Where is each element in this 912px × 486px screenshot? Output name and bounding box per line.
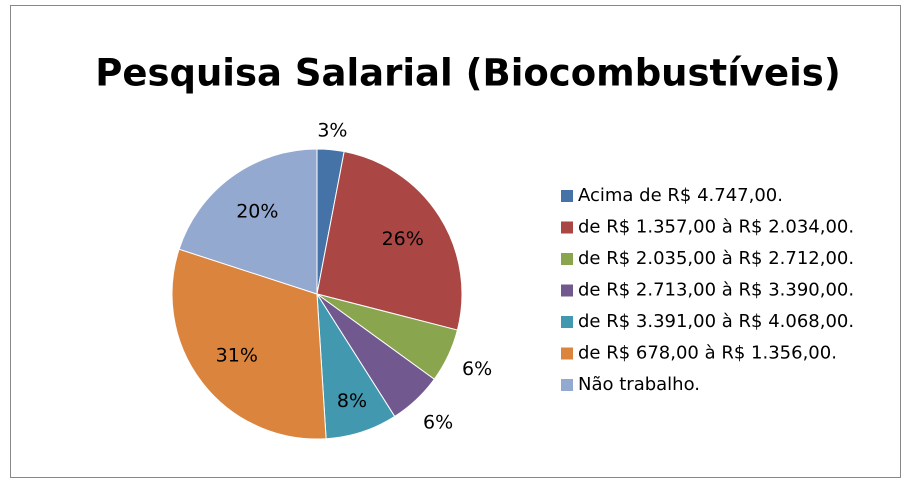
legend-swatch	[561, 347, 573, 360]
legend-label: de R$ 2.713,00 à R$ 3.390,00.	[578, 280, 854, 301]
legend-label: de R$ 1.357,00 à R$ 2.034,00.	[578, 217, 854, 238]
legend-label: de R$ 3.391,00 à R$ 4.068,00.	[578, 311, 854, 332]
legend-label: de R$ 2.035,00 à R$ 2.712,00.	[578, 248, 854, 269]
data-label: 31%	[216, 345, 258, 367]
legend-label: Acima de R$ 4.747,00.	[578, 185, 783, 206]
legend-label: de R$ 678,00 à R$ 1.356,00.	[578, 343, 837, 364]
pie-slice	[316, 150, 463, 331]
legend-swatch	[561, 379, 573, 391]
legend-swatch	[561, 316, 573, 328]
data-label: 8%	[337, 390, 367, 412]
legend-swatch	[561, 253, 573, 265]
pie-slice	[171, 248, 327, 440]
legend-swatch	[561, 284, 573, 297]
pie-slice	[178, 148, 318, 295]
data-label: 6%	[462, 358, 492, 380]
legend-label: Não trabalho.	[578, 374, 700, 395]
data-label: 26%	[382, 228, 424, 250]
data-label: 3%	[317, 119, 347, 141]
data-label: 6%	[423, 411, 453, 433]
data-label: 20%	[236, 200, 278, 222]
legend-swatch	[561, 221, 573, 234]
chart-border	[10, 5, 901, 478]
legend-swatch	[561, 190, 573, 202]
chart-title: Pesquisa Salarial (Biocombustíveis)	[95, 52, 841, 95]
